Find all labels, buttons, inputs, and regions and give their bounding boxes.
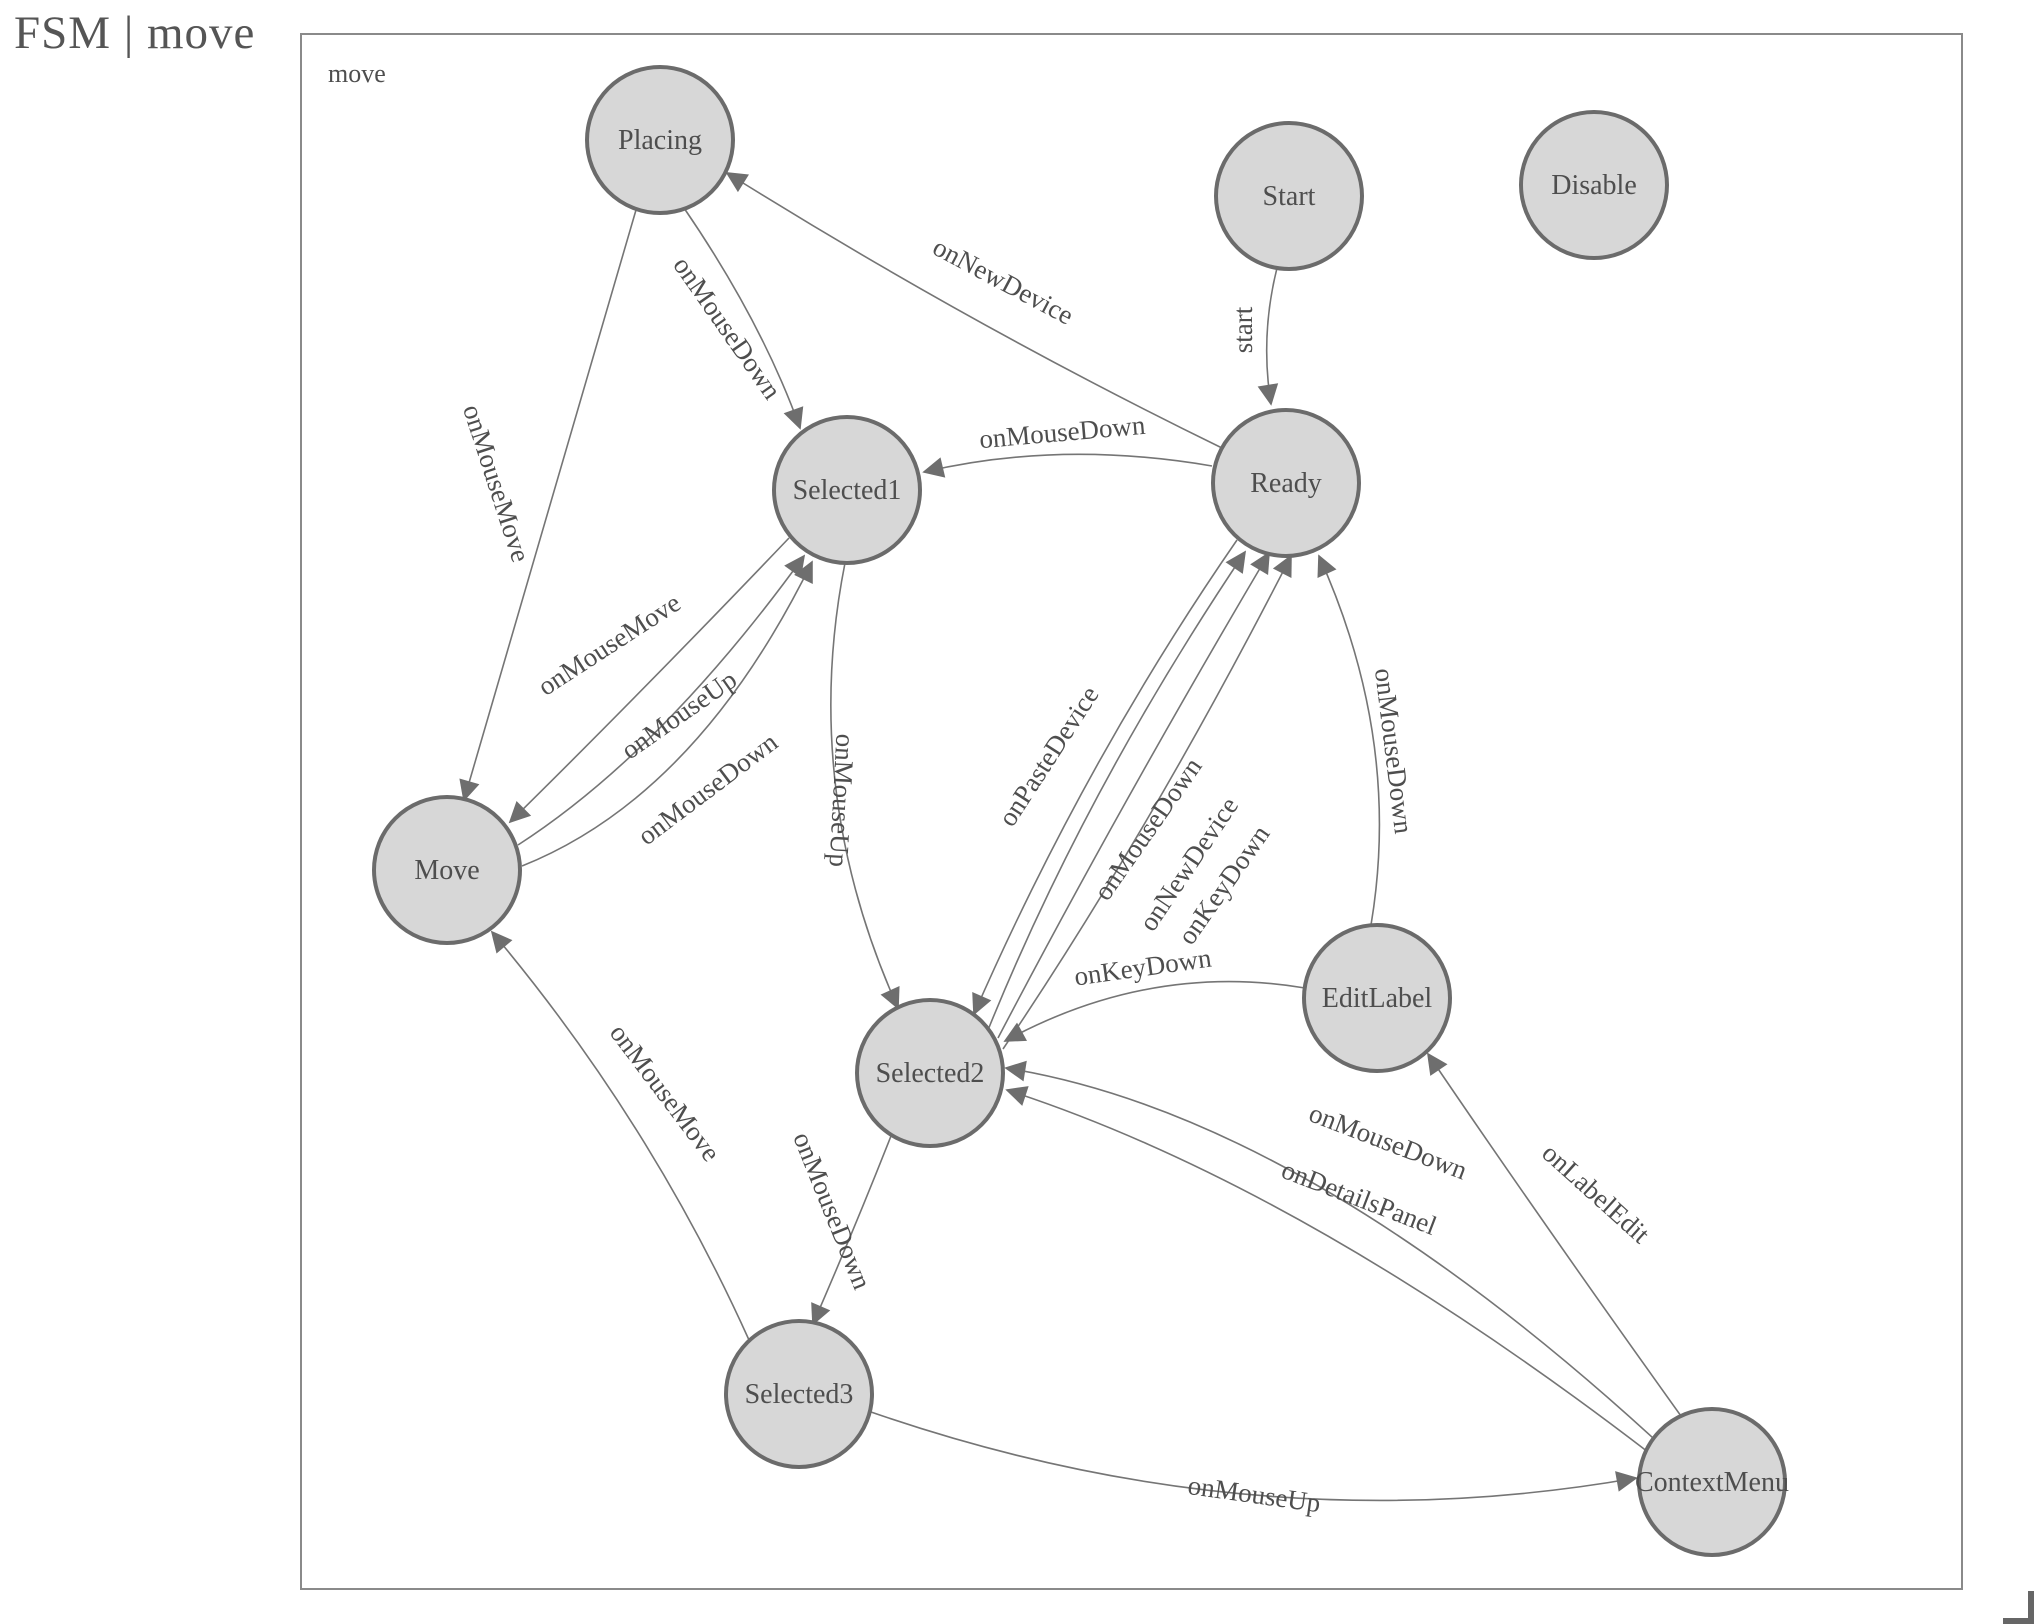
transition-label: onMouseMove xyxy=(532,587,685,701)
transition-label: onPasteDevice xyxy=(992,681,1105,832)
state-circle-selected1[interactable] xyxy=(772,415,922,565)
transition-edge-selected1-move xyxy=(508,537,790,824)
state-node-start[interactable]: Start xyxy=(1214,121,1364,271)
state-circle-ready[interactable] xyxy=(1211,408,1361,558)
state-node-contextmenu[interactable]: ContextMenu xyxy=(1635,1407,1789,1557)
transition-edge-contextmenu-editlabel xyxy=(1426,1052,1682,1417)
transition-edge-editlabel-ready xyxy=(1317,554,1381,926)
state-label: Selected1 xyxy=(793,475,902,506)
transition-edge-selected2-ready xyxy=(1002,554,1292,1050)
state-node-editlabel[interactable]: EditLabel xyxy=(1302,923,1452,1073)
transition-label: onMouseDown xyxy=(667,251,787,405)
state-node-move[interactable]: Move xyxy=(372,795,522,945)
transition-label: onNewDevice xyxy=(928,232,1078,331)
state-node-selected2[interactable]: Selected2 xyxy=(855,998,1005,1148)
transition-edge-placing-selected1 xyxy=(683,207,804,430)
transition-label: onMouseUp xyxy=(616,664,743,765)
transition-edge-selected2-selected3 xyxy=(811,1135,892,1326)
transition-edge-selected3-contextmenu xyxy=(870,1411,1638,1502)
state-node-selected3[interactable]: Selected3 xyxy=(724,1319,874,1469)
state-circle-contextmenu[interactable] xyxy=(1637,1407,1787,1557)
state-circle-selected3[interactable] xyxy=(724,1319,874,1469)
transition-label: onLabelEdit xyxy=(1536,1138,1656,1250)
transition-edge-selected2-ready xyxy=(987,550,1247,1031)
state-node-disable[interactable]: Disable xyxy=(1519,110,1669,260)
transition-edge-selected1-selected2 xyxy=(830,562,900,1010)
transition-edge-placing-move xyxy=(459,209,637,802)
diagram-label: move xyxy=(328,59,386,88)
transition-label: start xyxy=(1228,306,1258,353)
transition-label: onKeyDown xyxy=(1072,943,1213,992)
transition-label: onMouseDown xyxy=(787,1128,877,1294)
diagram-frame: move xyxy=(300,33,1963,1590)
transition-label: onMouseUp xyxy=(1186,1470,1322,1518)
transition-edge-start-ready xyxy=(1257,267,1279,406)
transition-edge-ready-selected2 xyxy=(972,539,1238,1016)
resize-handle[interactable] xyxy=(2003,1618,2034,1624)
transition-edge-ready-placing xyxy=(725,172,1223,449)
state-label: EditLabel xyxy=(1322,983,1433,1014)
state-circle-selected2[interactable] xyxy=(855,998,1005,1148)
state-node-ready[interactable]: Ready xyxy=(1211,408,1361,558)
state-label: Selected3 xyxy=(745,1379,854,1410)
transition-edge-move-selected1 xyxy=(521,560,813,867)
transition-edge-contextmenu-selected2 xyxy=(1005,1086,1649,1453)
state-label: Move xyxy=(414,855,479,886)
transition-edge-selected3-move xyxy=(490,930,750,1341)
transition-label: onMouseDown xyxy=(1369,666,1419,835)
state-label: Ready xyxy=(1250,468,1322,499)
state-label: Start xyxy=(1263,181,1316,212)
transition-edge-contextmenu-selected2 xyxy=(1004,1060,1654,1439)
transition-edge-ready-selected1 xyxy=(922,453,1213,478)
transition-edge-editlabel-selected2 xyxy=(1003,980,1306,1042)
state-circle-placing[interactable] xyxy=(585,65,735,215)
transition-edge-move-selected1 xyxy=(517,554,806,846)
state-label: Disable xyxy=(1551,170,1637,201)
state-label: Placing xyxy=(618,125,702,156)
state-circle-editlabel[interactable] xyxy=(1302,923,1452,1073)
transition-label: onMouseDown xyxy=(978,410,1147,454)
state-node-placing[interactable]: Placing xyxy=(585,65,735,215)
transition-label: onMouseMove xyxy=(604,1018,726,1167)
state-circle-move[interactable] xyxy=(372,795,522,945)
state-circle-disable[interactable] xyxy=(1519,110,1669,260)
state-label: Selected2 xyxy=(876,1058,985,1089)
state-label: ContextMenu xyxy=(1635,1467,1789,1498)
transition-label: onMouseUp xyxy=(824,733,861,868)
state-circle-start[interactable] xyxy=(1214,121,1364,271)
transition-edge-selected2-ready xyxy=(997,551,1270,1039)
page-title: FSM | move xyxy=(14,7,256,59)
state-node-selected1[interactable]: Selected1 xyxy=(772,415,922,565)
resize-handle[interactable] xyxy=(2028,1591,2034,1624)
transition-label: onMouseMove xyxy=(457,401,536,566)
